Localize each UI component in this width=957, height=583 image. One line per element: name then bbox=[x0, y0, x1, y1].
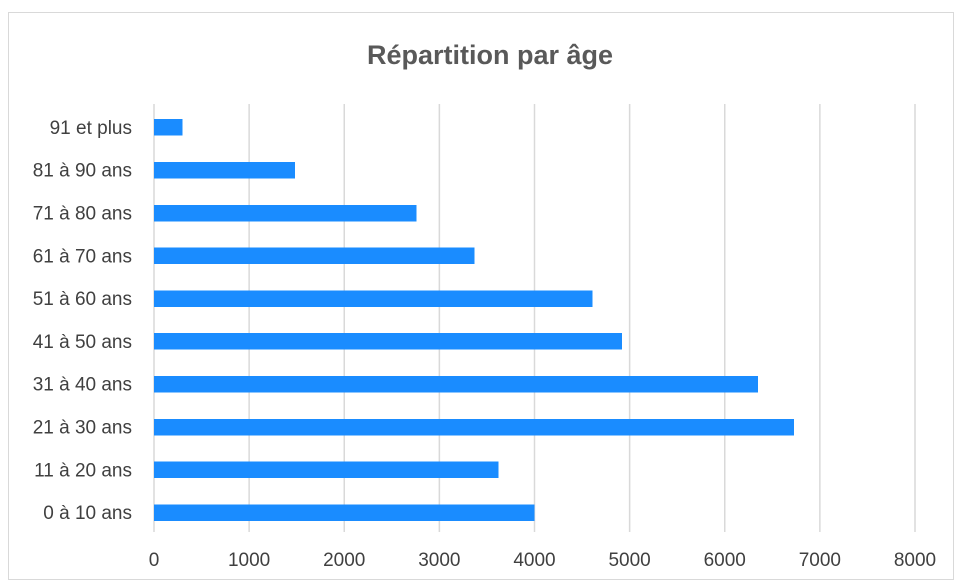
bars bbox=[154, 119, 795, 521]
x-tick-label: 3000 bbox=[418, 550, 460, 571]
x-tick-label: 5000 bbox=[608, 550, 650, 571]
x-tick-label: 1000 bbox=[228, 550, 270, 571]
bar bbox=[154, 333, 623, 350]
bar bbox=[154, 290, 593, 307]
bar bbox=[154, 119, 183, 136]
category-label: 81 à 90 ans bbox=[33, 161, 132, 182]
x-tick-label: 0 bbox=[149, 550, 160, 571]
x-tick-label: 8000 bbox=[894, 550, 936, 571]
bar bbox=[154, 161, 295, 179]
bar bbox=[154, 418, 795, 436]
x-tick-label: 6000 bbox=[704, 550, 746, 571]
category-label: 31 à 40 ans bbox=[33, 375, 132, 396]
category-label: 61 à 70 ans bbox=[33, 246, 132, 267]
x-tick-label: 7000 bbox=[799, 550, 841, 571]
bar bbox=[154, 461, 499, 479]
category-label: 71 à 80 ans bbox=[33, 204, 132, 225]
bar bbox=[154, 375, 759, 393]
bar bbox=[154, 504, 535, 521]
x-tick-labels: 0 1000 2000 3000 4000 5000 6000 7000 8000 bbox=[149, 550, 936, 571]
category-label: 41 à 50 ans bbox=[33, 332, 132, 353]
category-label: 51 à 60 ans bbox=[33, 289, 132, 310]
bar bbox=[154, 204, 417, 222]
x-tick-label: 4000 bbox=[513, 550, 555, 571]
chart-title: Répartition par âge bbox=[367, 40, 613, 70]
category-labels: 0 à 10 ans 11 à 20 ans 21 à 30 ans 31 à 40 … bbox=[33, 118, 132, 524]
category-label: 91 et plus bbox=[50, 118, 132, 139]
bar bbox=[154, 247, 475, 265]
x-tick-label: 2000 bbox=[323, 550, 365, 571]
category-label: 0 à 10 ans bbox=[43, 503, 132, 524]
category-label: 21 à 30 ans bbox=[33, 418, 132, 439]
category-label: 11 à 20 ans bbox=[34, 460, 132, 481]
